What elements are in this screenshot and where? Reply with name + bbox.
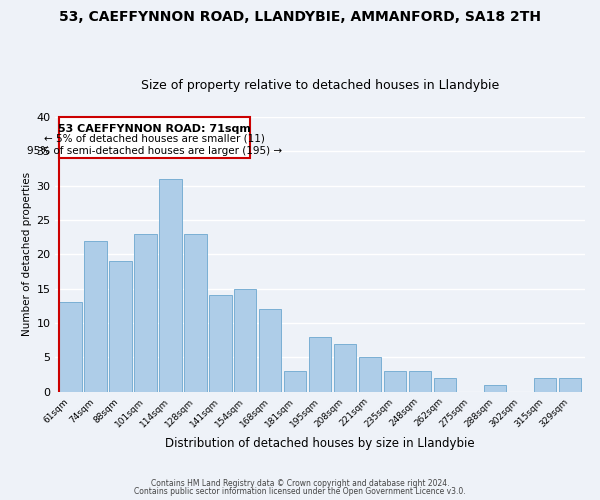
Bar — [534, 378, 556, 392]
Text: 95% of semi-detached houses are larger (195) →: 95% of semi-detached houses are larger (… — [27, 146, 282, 156]
Bar — [409, 371, 431, 392]
Bar — [559, 378, 581, 392]
Bar — [484, 385, 506, 392]
Bar — [134, 234, 157, 392]
Bar — [259, 309, 281, 392]
Text: 53, CAEFFYNNON ROAD, LLANDYBIE, AMMANFORD, SA18 2TH: 53, CAEFFYNNON ROAD, LLANDYBIE, AMMANFOR… — [59, 10, 541, 24]
Bar — [284, 371, 307, 392]
Y-axis label: Number of detached properties: Number of detached properties — [22, 172, 32, 336]
Bar — [384, 371, 406, 392]
Bar — [309, 336, 331, 392]
Bar — [434, 378, 457, 392]
X-axis label: Distribution of detached houses by size in Llandybie: Distribution of detached houses by size … — [166, 437, 475, 450]
Bar — [234, 288, 256, 392]
FancyBboxPatch shape — [59, 117, 250, 158]
Text: ← 5% of detached houses are smaller (11): ← 5% of detached houses are smaller (11) — [44, 134, 265, 144]
Bar — [84, 240, 107, 392]
Bar — [109, 261, 131, 392]
Text: Contains HM Land Registry data © Crown copyright and database right 2024.: Contains HM Land Registry data © Crown c… — [151, 478, 449, 488]
Text: Contains public sector information licensed under the Open Government Licence v3: Contains public sector information licen… — [134, 487, 466, 496]
Bar — [334, 344, 356, 392]
Title: Size of property relative to detached houses in Llandybie: Size of property relative to detached ho… — [141, 79, 499, 92]
Bar — [359, 358, 382, 392]
Bar — [209, 296, 232, 392]
Bar — [159, 178, 182, 392]
Bar — [59, 302, 82, 392]
Text: 53 CAEFFYNNON ROAD: 71sqm: 53 CAEFFYNNON ROAD: 71sqm — [58, 124, 251, 134]
Bar — [184, 234, 206, 392]
